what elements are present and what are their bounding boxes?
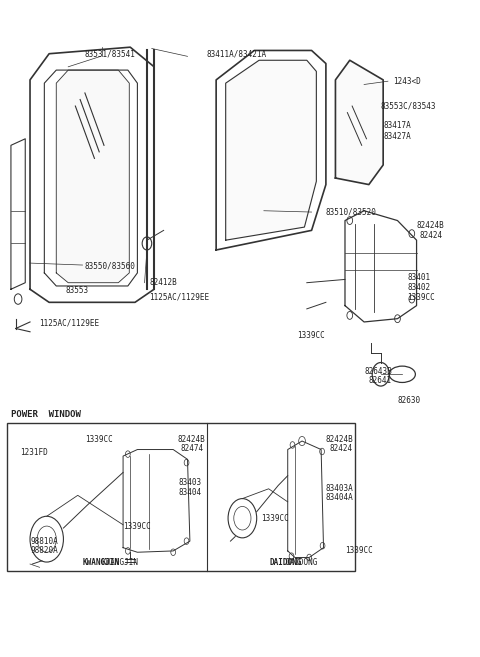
Text: 82424B: 82424B — [326, 435, 354, 444]
Text: 83553C/83543: 83553C/83543 — [381, 102, 436, 110]
Text: 1243<D: 1243<D — [393, 77, 420, 85]
Text: DAIDONG: DAIDONG — [269, 558, 301, 567]
Text: 83401: 83401 — [407, 273, 430, 282]
Text: 98820A: 98820A — [30, 547, 58, 555]
Text: 83550/83560: 83550/83560 — [85, 261, 136, 270]
Polygon shape — [56, 70, 129, 283]
Text: POWER  WINDOW: POWER WINDOW — [11, 410, 81, 419]
Text: 1231FD: 1231FD — [21, 448, 48, 457]
Text: 82474: 82474 — [180, 444, 204, 453]
Text: 82630: 82630 — [397, 396, 420, 405]
Text: 1339CC: 1339CC — [123, 522, 151, 532]
Text: 83531/83541: 83531/83541 — [85, 49, 136, 58]
Text: 83510/83520: 83510/83520 — [326, 208, 377, 217]
Text: KWANGJIN: KWANGJIN — [83, 558, 120, 567]
Text: 82424B: 82424B — [417, 221, 444, 230]
Text: 83411A/83421A: 83411A/83421A — [206, 49, 267, 58]
Text: DAIDONG: DAIDONG — [285, 558, 318, 567]
Text: 82412B: 82412B — [149, 278, 177, 287]
Text: KWANGJIN: KWANGJIN — [102, 558, 139, 567]
Text: 1339CC: 1339CC — [345, 547, 373, 555]
Text: 1339CC: 1339CC — [297, 330, 325, 340]
Text: 82424: 82424 — [330, 444, 353, 453]
Text: 1339CC: 1339CC — [262, 514, 289, 523]
Text: 83403: 83403 — [179, 478, 202, 487]
Text: 82641: 82641 — [369, 376, 392, 386]
Text: 83402: 83402 — [407, 283, 430, 292]
Text: 1125AC/1129EE: 1125AC/1129EE — [149, 292, 209, 302]
Text: 83553: 83553 — [66, 286, 89, 295]
Text: 83404: 83404 — [179, 487, 202, 497]
Text: 1339CC: 1339CC — [85, 435, 113, 444]
Text: 83404A: 83404A — [326, 493, 354, 503]
Text: 1339CC: 1339CC — [407, 292, 435, 302]
Text: 83417A: 83417A — [383, 121, 411, 130]
Text: 82643B: 82643B — [364, 367, 392, 376]
Text: 83403A: 83403A — [326, 484, 354, 493]
Text: 98810A: 98810A — [30, 537, 58, 545]
Polygon shape — [226, 60, 316, 240]
Text: 1125AC/1129EE: 1125AC/1129EE — [39, 319, 100, 328]
Polygon shape — [336, 60, 383, 185]
Text: 82424B: 82424B — [178, 435, 206, 444]
Text: 83427A: 83427A — [383, 132, 411, 141]
Text: 82424: 82424 — [420, 231, 443, 240]
Bar — [7, 423, 356, 570]
